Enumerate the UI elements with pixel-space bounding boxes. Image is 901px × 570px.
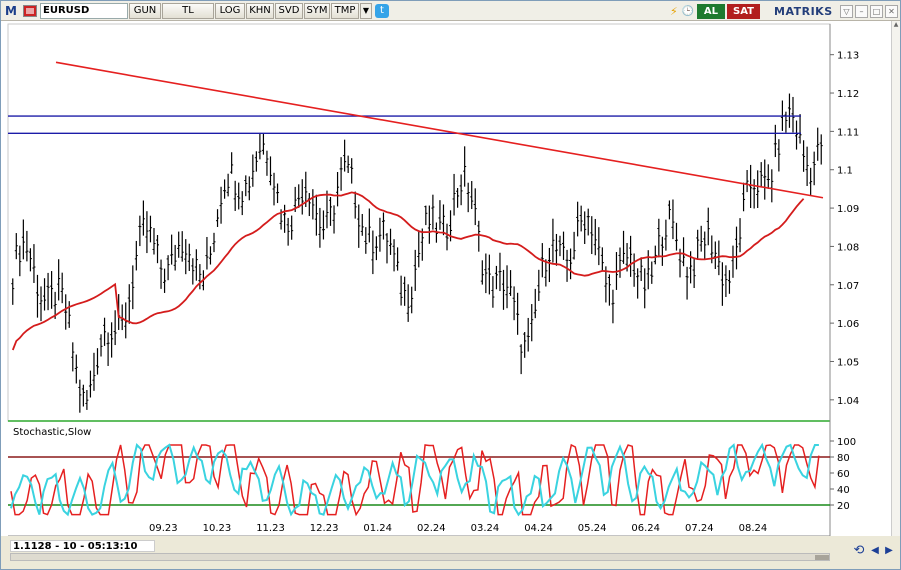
price-tick-label: 1.08 [837, 242, 859, 253]
stoch-axis: 100 80 60 40 20 [830, 437, 856, 512]
stoch-tick-label: 60 [837, 469, 850, 480]
scroll-thumb[interactable] [815, 555, 829, 560]
dropdown-window-icon[interactable]: ▽ [840, 4, 853, 18]
time-tick-label: 03.24 [471, 523, 500, 534]
price-chart-svg[interactable]: 1.131.121.111.11.091.081.071.061.051.04 … [1, 21, 891, 537]
price-tick-label: 1.07 [837, 281, 859, 292]
price-tick-label: 1.04 [837, 396, 859, 407]
chart-area[interactable]: 1.13 1.12 1.11 1.1 1.09 1.08 1.07 1.06 1.05 1.04 … [1, 21, 891, 537]
time-tick-label: 04.24 [524, 523, 553, 534]
clock-icon[interactable]: 🕒 [681, 5, 695, 17]
stoch-d-line [10, 442, 819, 517]
time-tick-label: 02.24 [417, 523, 446, 534]
stoch-k-line [10, 443, 820, 517]
moving-average [11, 191, 805, 351]
twitter-icon[interactable]: t [375, 3, 389, 18]
trendline[interactable] [55, 61, 824, 199]
price-tick-label: 1.12 [837, 89, 859, 100]
time-tick-label: 06.24 [631, 523, 660, 534]
buy-button[interactable]: AL [696, 3, 725, 19]
candles [11, 93, 823, 413]
moving-average-line [11, 191, 805, 351]
lightning-icon[interactable]: ⚡ [670, 4, 678, 18]
price-tick-label: 1.13 [837, 51, 859, 62]
stoch-tick-label: 100 [837, 437, 856, 448]
time-tick-label: 10.23 [203, 523, 232, 534]
price-tick-label: 1.11 [837, 127, 859, 138]
price-axis: 1.13 1.12 1.11 1.1 1.09 1.08 1.07 1.06 1.05 1.04 [830, 51, 859, 407]
maximize-window-icon[interactable]: □ [870, 4, 883, 18]
symbol-flag-icon [23, 4, 37, 17]
log-scale-button[interactable]: LOG [215, 2, 245, 19]
right-scrollbar[interactable]: ▲ [891, 21, 900, 536]
toolbar: M EURUSD GUN TL LOG KHN SVD SYM TMP ▼ t … [1, 1, 900, 21]
price-tick-label: 1.06 [837, 319, 859, 330]
trendline-line [55, 61, 824, 199]
matriks-logo[interactable]: M [5, 3, 17, 18]
price-tick-label: 1.09 [837, 204, 859, 215]
template-dropdown-icon[interactable]: ▼ [360, 2, 372, 19]
stoch-tick-label: 20 [837, 501, 850, 512]
minimize-window-icon[interactable]: – [855, 4, 868, 18]
currency-tl-button[interactable]: TL [162, 2, 214, 19]
scroll-right-icon[interactable]: ▶ [885, 544, 893, 556]
svd-button[interactable]: SVD [275, 2, 303, 19]
scroll-up-icon[interactable]: ▲ [893, 21, 899, 28]
time-tick-label: 11.23 [256, 523, 285, 534]
time-tick-label: 09.23 [149, 523, 178, 534]
time-tick-label: 12.23 [310, 523, 339, 534]
scroll-left-icon[interactable]: ◀ [871, 544, 879, 556]
stoch-title: Stochastic,Slow [13, 427, 91, 438]
brand-label: MATRIKS [774, 4, 833, 18]
price-tick-label: 1.05 [837, 357, 859, 368]
stoch-tick-label: 80 [837, 453, 850, 464]
bottom-bar: 1.1128 - 10 - 05:13:10 ⟲ ◀ ▶ [1, 536, 900, 569]
time-tick-label: 05.24 [578, 523, 607, 534]
close-window-icon[interactable]: ✕ [885, 4, 898, 18]
price-panel-border [7, 23, 831, 422]
time-tick-label: 08.24 [739, 523, 768, 534]
time-axis: 09.23 10.23 11.23 12.23 01.24 02.24 03.24 04.24… [8, 523, 830, 537]
time-tick-label: 01.24 [363, 523, 392, 534]
sym-button[interactable]: SYM [304, 2, 330, 19]
time-scrollbar[interactable] [10, 553, 830, 561]
toolbar-right: ⚡ 🕒 AL SAT MATRIKS ▽ – □ ✕ [667, 2, 898, 20]
price-tick-label: 1.1 [837, 166, 853, 177]
status-readout: 1.1128 - 10 - 05:13:10 [10, 540, 155, 552]
template-button[interactable]: TMP [331, 2, 359, 19]
time-tick-label: 07.24 [685, 523, 714, 534]
stoch-lines [10, 442, 820, 517]
symbol-input[interactable]: EURUSD [40, 2, 128, 19]
period-day-button[interactable]: GUN [129, 2, 161, 19]
stoch-tick-label: 40 [837, 485, 850, 496]
refresh-icon[interactable]: ⟲ [853, 542, 865, 558]
khn-button[interactable]: KHN [246, 2, 274, 19]
sell-button[interactable]: SAT [727, 3, 760, 19]
horizontal-levels[interactable] [8, 115, 801, 134]
